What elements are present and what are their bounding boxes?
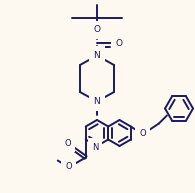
Text: N: N	[94, 51, 100, 59]
Text: N: N	[92, 142, 98, 152]
Text: O: O	[115, 38, 122, 47]
Text: O: O	[66, 162, 72, 171]
Text: O: O	[140, 129, 146, 138]
Text: O: O	[93, 25, 100, 35]
Text: N: N	[94, 97, 100, 107]
Text: O: O	[64, 139, 71, 148]
